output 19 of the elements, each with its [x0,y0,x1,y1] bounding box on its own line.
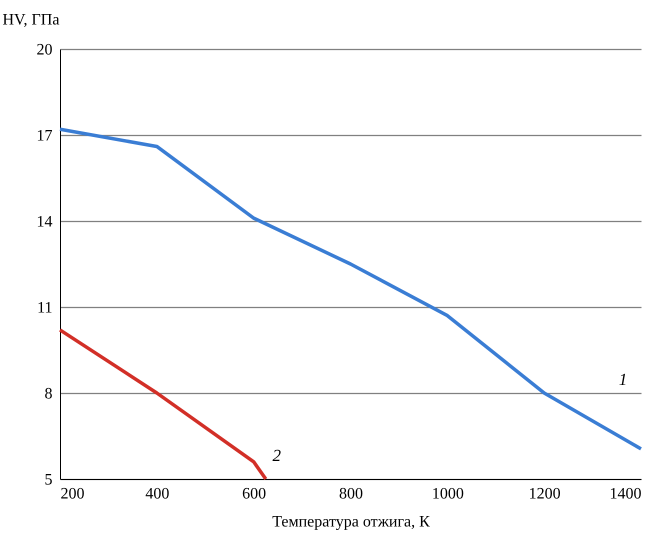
x-tick-label: 600 [242,486,266,502]
line-series [58,128,643,451]
x-tick-label: 400 [145,486,170,502]
series-label: 2 [272,446,282,465]
x-tick-label: 800 [339,486,363,502]
y-axis-title: HV, ГПа [2,12,60,28]
x-tick-label: 1400 [610,486,642,502]
y-tick-label: 8 [44,386,52,402]
y-tick-label: 11 [37,300,52,316]
y-tick-label: 20 [36,42,52,58]
line-series [58,328,268,481]
y-tick-label: 14 [36,214,52,230]
x-axis-title: Температура отжига, К [272,514,430,530]
y-tick-label: 5 [44,472,52,488]
y-tick-label: 17 [36,128,52,144]
text: 1 [618,370,628,389]
x-tick-label: 200 [60,486,84,502]
x-tick-label: 1200 [528,486,561,502]
x-tick-label: 1000 [432,486,464,502]
